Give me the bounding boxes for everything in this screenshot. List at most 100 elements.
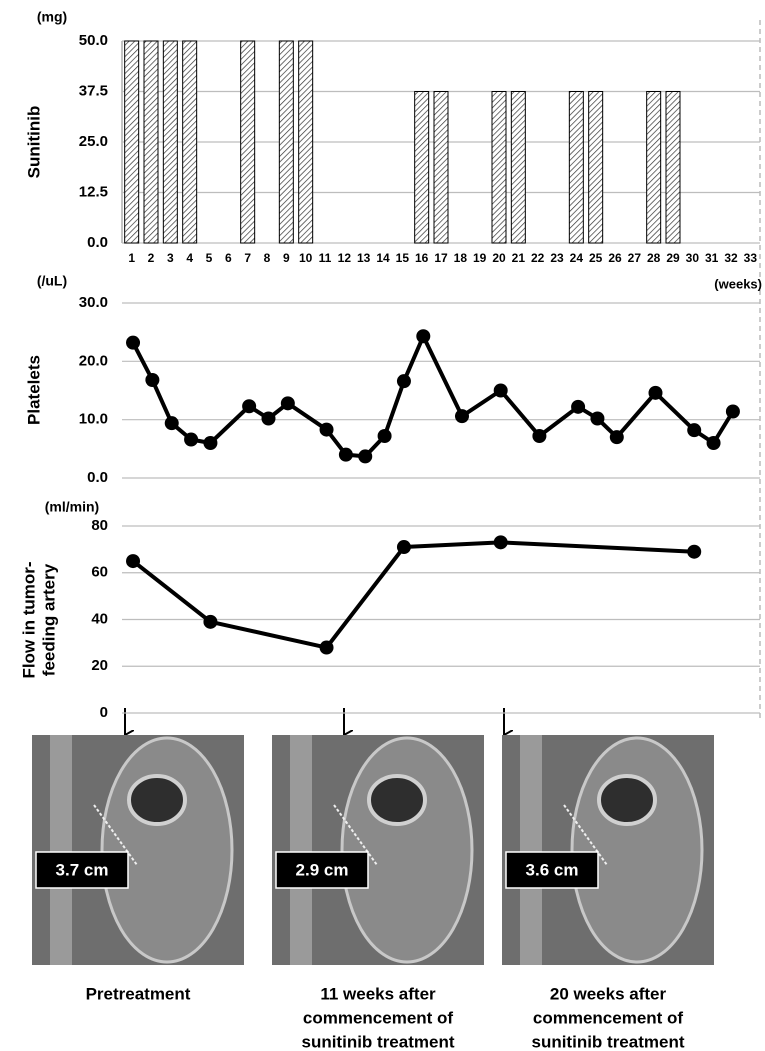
y-axis-label: feeding artery — [39, 563, 58, 676]
point — [126, 554, 141, 569]
y-tick-label: 0.0 — [87, 469, 108, 486]
x-tick-label: 3 — [167, 251, 174, 265]
x-tick-label: 16 — [415, 251, 429, 265]
bar — [491, 91, 507, 244]
tumor — [597, 774, 657, 826]
measurement-box — [505, 851, 599, 889]
point — [493, 535, 508, 550]
point — [242, 399, 257, 414]
point — [590, 411, 605, 426]
caption: commencement of — [533, 1008, 684, 1027]
x-tick-label: 7 — [244, 251, 251, 265]
x-unit: (weeks) — [714, 276, 762, 291]
y-axis-label: Platelets — [24, 355, 43, 425]
x-tick-label: 10 — [299, 251, 313, 265]
x-tick-label: 23 — [550, 251, 564, 265]
y-tick-label: 40 — [91, 610, 108, 627]
bar — [414, 91, 430, 244]
spine — [520, 735, 542, 965]
caption: Pretreatment — [86, 984, 191, 1003]
x-tick-label: 17 — [434, 251, 448, 265]
bar — [182, 40, 198, 244]
point — [609, 430, 624, 445]
bar — [278, 40, 294, 244]
x-tick-label: 24 — [570, 251, 584, 265]
point — [261, 411, 276, 426]
y-axis-label: Sunitinib — [24, 106, 43, 179]
point — [145, 373, 160, 387]
x-tick-label: 11 — [319, 251, 332, 265]
bar — [240, 40, 256, 244]
point — [416, 329, 431, 344]
bar — [433, 91, 449, 244]
x-tick-label: 1 — [128, 251, 135, 265]
mri-panel: 3.6 cm — [502, 735, 714, 965]
x-tick-label: 21 — [512, 251, 526, 265]
point — [280, 396, 295, 411]
y-tick-label: 37.5 — [79, 82, 108, 99]
bar — [298, 40, 314, 244]
point — [687, 544, 702, 559]
point — [396, 540, 411, 555]
spine — [50, 735, 72, 965]
x-tick-label: 6 — [225, 251, 232, 265]
y-tick-label: 10.0 — [79, 411, 108, 428]
point — [454, 409, 469, 424]
measure — [563, 804, 608, 866]
x-tick-label: 12 — [338, 251, 352, 265]
caption: 20 weeks after — [550, 984, 667, 1003]
spine — [290, 735, 312, 965]
point — [396, 374, 411, 389]
y-tick-label: 20 — [91, 657, 108, 674]
x-tick-label: 13 — [357, 251, 371, 265]
point — [164, 416, 179, 431]
bar — [124, 40, 140, 244]
point — [706, 436, 721, 450]
y-axis-label: Flow in tumor- — [19, 561, 38, 678]
point — [493, 383, 508, 398]
measure — [333, 804, 378, 866]
bar — [162, 40, 178, 244]
point — [319, 640, 334, 655]
y-tick-label: 0.0 — [87, 234, 108, 251]
bar — [588, 91, 604, 244]
x-tick-label: 22 — [531, 251, 545, 265]
line — [131, 540, 695, 650]
caption: sunitinib treatment — [301, 1032, 454, 1051]
point — [126, 335, 141, 350]
x-tick-label: 25 — [589, 251, 603, 265]
y-tick-label: 80 — [91, 517, 108, 534]
point — [377, 429, 392, 443]
mri-panel: 3.7 cm — [32, 735, 244, 965]
point — [648, 385, 663, 400]
y-tick-label: 0 — [100, 704, 108, 721]
measurement-label: 3.7 cm — [56, 860, 109, 879]
bar — [510, 91, 526, 244]
caption: sunitinib treatment — [531, 1032, 684, 1051]
x-tick-label: 2 — [148, 251, 155, 265]
x-tick-label: 30 — [686, 251, 700, 265]
y-tick-label: 50.0 — [79, 32, 108, 49]
tumor — [367, 774, 427, 826]
point — [532, 429, 547, 443]
x-tick-label: 15 — [396, 251, 410, 265]
tumor — [127, 774, 187, 826]
point — [571, 399, 586, 414]
y-tick-label: 30.0 — [79, 294, 108, 311]
x-tick-label: 20 — [492, 251, 506, 265]
y-unit: (mg) — [37, 9, 67, 25]
y-tick-label: 12.5 — [79, 183, 108, 200]
kidney — [570, 736, 704, 964]
mri-panel: 2.9 cm — [272, 735, 484, 965]
x-tick-label: 31 — [705, 251, 719, 265]
y-unit: (ml/min) — [45, 499, 99, 515]
x-tick-label: 5 — [206, 251, 213, 265]
point — [184, 432, 199, 447]
point — [725, 404, 740, 419]
kidney — [100, 736, 234, 964]
y-unit: (/uL) — [37, 273, 67, 289]
bar — [568, 91, 584, 244]
y-tick-label: 25.0 — [79, 133, 108, 150]
bar — [665, 91, 681, 244]
